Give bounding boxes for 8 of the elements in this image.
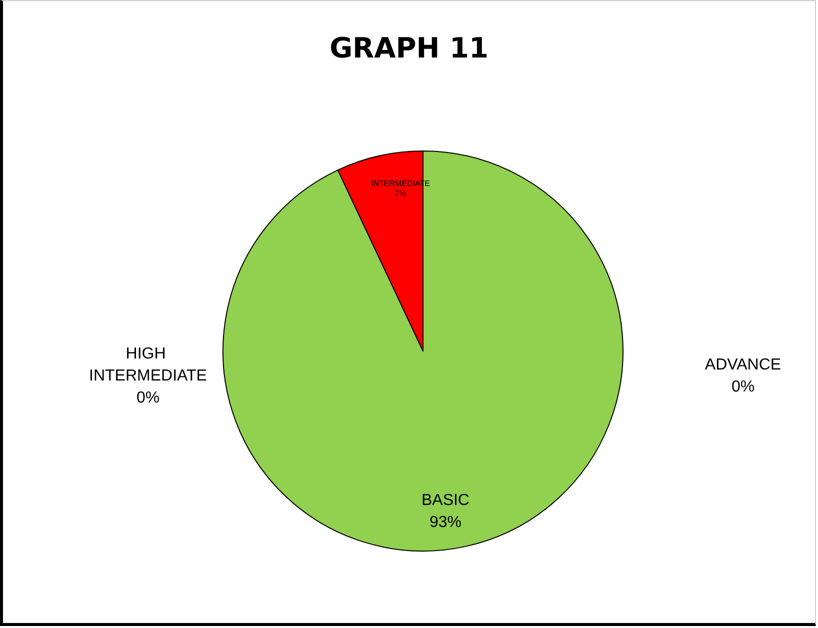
text: 0% [136,390,160,406]
data-label: 7% [394,188,406,198]
text: 0% [731,378,755,396]
data-label: 93% [429,514,462,532]
chart-title: GRAPH 11 [330,32,488,64]
category-label: ADVANCE [704,356,782,374]
category-label: HIGH INTERMEDIATE [89,346,207,384]
slice-label: BASIC [421,492,470,510]
